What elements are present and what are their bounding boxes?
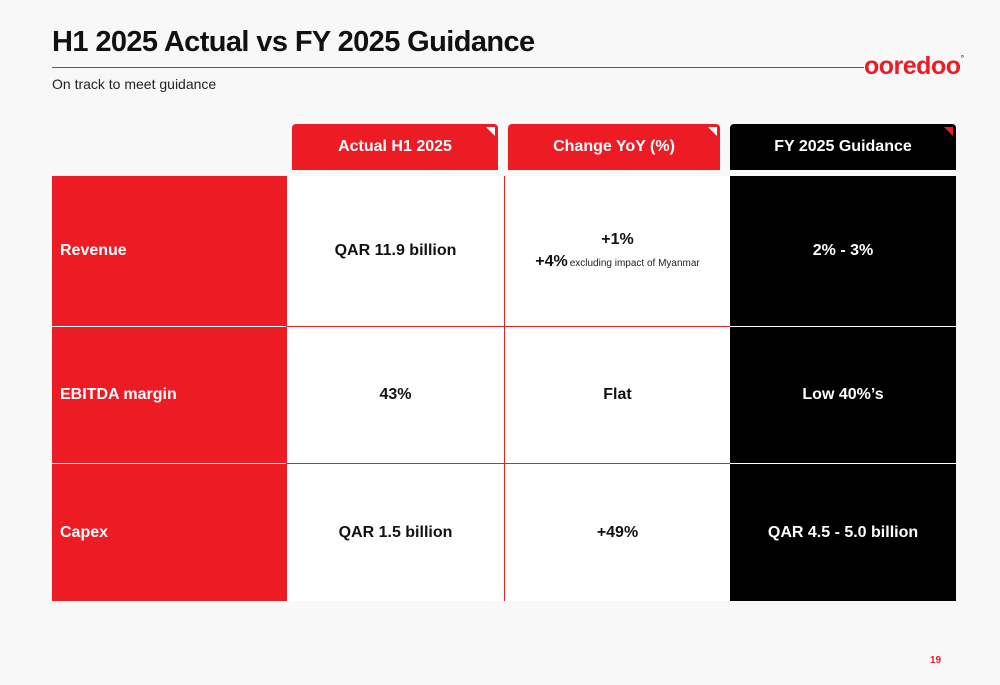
cell-ebitda-guidance: Low 40%’s bbox=[730, 327, 956, 464]
cell-subline: +4% excluding impact of Myanmar bbox=[535, 253, 700, 271]
row-label-text: Revenue bbox=[60, 242, 127, 259]
row-label-text: Capex bbox=[60, 523, 109, 541]
logo-text: ooredoo bbox=[864, 52, 961, 80]
cell-revenue-actual: QAR 11.9 billion bbox=[286, 176, 504, 327]
cell-capex-change: +49% bbox=[504, 464, 730, 601]
cell-value: QAR 1.5 billion bbox=[338, 523, 453, 541]
cell-value: +1% bbox=[601, 231, 634, 248]
cell-capex-guidance: QAR 4.5 - 5.0 billion bbox=[730, 464, 956, 601]
corner-fold-icon bbox=[944, 127, 953, 136]
cell-capex-actual: QAR 1.5 billion bbox=[286, 464, 504, 601]
corner-fold-icon bbox=[708, 127, 717, 136]
cell-value: 43% bbox=[379, 386, 412, 403]
ooredoo-logo: ooredoo° bbox=[864, 52, 964, 81]
page-title: H1 2025 Actual vs FY 2025 Guidance bbox=[52, 26, 535, 58]
logo-mark: ° bbox=[960, 52, 965, 63]
row-label-ebitda-margin: EBITDA margin bbox=[52, 327, 286, 464]
cell-value: +49% bbox=[596, 523, 639, 541]
row-label-capex: Capex bbox=[52, 464, 286, 601]
cell-revenue-change: +1% +4% excluding impact of Myanmar bbox=[504, 176, 730, 327]
row-label-revenue: Revenue bbox=[52, 176, 286, 327]
column-header-guidance: FY 2025 Guidance bbox=[730, 124, 956, 170]
cell-value: 2% - 3% bbox=[812, 242, 874, 259]
cell-revenue-guidance: 2% - 3% bbox=[730, 176, 956, 327]
corner-fold-icon bbox=[486, 127, 495, 136]
row-label-text: EBITDA margin bbox=[60, 386, 177, 403]
column-header-change-label: Change YoY (%) bbox=[553, 138, 675, 155]
page-number: 19 bbox=[930, 655, 942, 666]
cell-ebitda-change: Flat bbox=[504, 327, 730, 464]
column-header-change: Change YoY (%) bbox=[508, 124, 720, 170]
guidance-table: Revenue QAR 11.9 billion +1% +4% excludin… bbox=[52, 176, 956, 601]
title-divider bbox=[52, 67, 864, 68]
column-header-actual: Actual H1 2025 bbox=[292, 124, 498, 170]
cell-sub-value: +4% bbox=[535, 253, 568, 270]
page-subtitle: On track to meet guidance bbox=[52, 76, 217, 92]
cell-value: Flat bbox=[603, 386, 632, 403]
cell-value: QAR 4.5 - 5.0 billion bbox=[767, 523, 919, 541]
cell-value: QAR 11.9 billion bbox=[334, 242, 457, 259]
column-header-guidance-label: FY 2025 Guidance bbox=[774, 138, 912, 155]
cell-value: Low 40%’s bbox=[802, 386, 884, 403]
cell-sub-note: excluding impact of Myanmar bbox=[569, 258, 700, 269]
cell-ebitda-actual: 43% bbox=[286, 327, 504, 464]
column-header-actual-label: Actual H1 2025 bbox=[338, 138, 452, 155]
